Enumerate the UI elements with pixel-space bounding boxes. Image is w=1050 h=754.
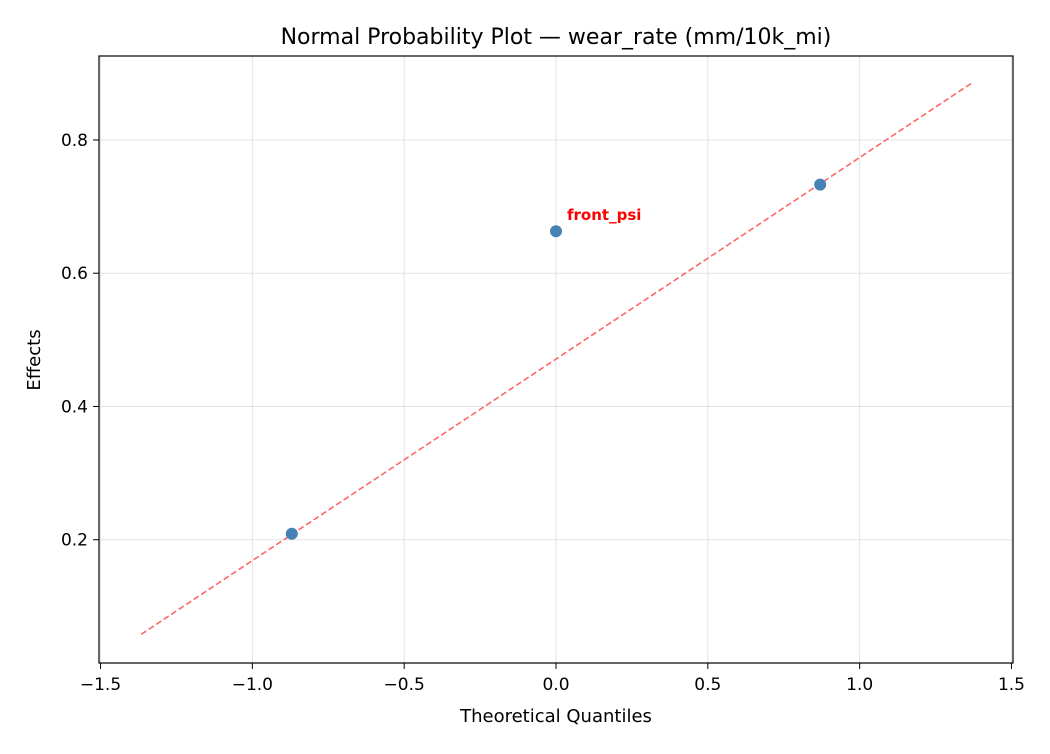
y-tick-label: 0.2 — [61, 531, 88, 551]
data-point — [550, 225, 562, 238]
data-point — [814, 178, 827, 191]
data-point — [285, 527, 298, 540]
y-axis: 0.2 0.4 0.6 0.8 — [61, 131, 99, 551]
y-tick-label: 0.6 — [61, 264, 88, 284]
points-group: front_psi — [285, 178, 827, 540]
x-tick-label: −1.5 — [80, 675, 121, 695]
x-tick-label: 1.5 — [998, 675, 1025, 695]
point-annotation: front_psi — [567, 206, 641, 224]
reference-line — [140, 82, 972, 636]
y-tick-label: 0.4 — [61, 397, 88, 417]
x-axis: −1.5 −1.0 −0.5 0.0 0.5 1.0 1.5 — [80, 663, 1025, 695]
y-tick-label: 0.8 — [61, 131, 88, 151]
x-tick-label: −1.0 — [232, 675, 273, 695]
x-axis-label: Theoretical Quantiles — [459, 706, 652, 727]
chart-title: Normal Probability Plot — wear_rate (mm/… — [281, 25, 832, 50]
y-axis-label: Effects — [24, 329, 45, 390]
x-tick-label: 1.0 — [846, 675, 873, 695]
x-tick-label: −0.5 — [384, 675, 425, 695]
reference-line-group — [140, 82, 972, 636]
grid — [99, 56, 1013, 663]
x-tick-label: 0.0 — [542, 675, 569, 695]
x-tick-label: 0.5 — [694, 675, 721, 695]
